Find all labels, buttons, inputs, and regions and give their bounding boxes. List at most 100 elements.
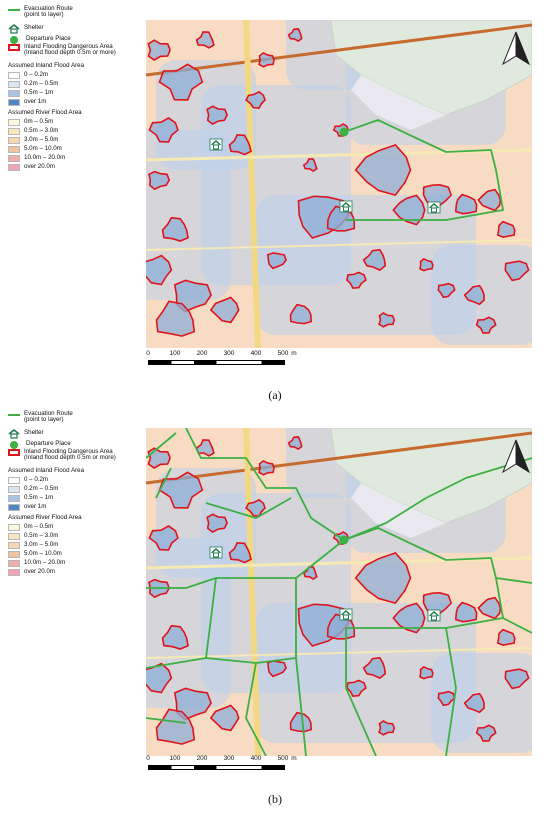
danger-area bbox=[289, 303, 313, 325]
scale-tick-label: 0 bbox=[146, 755, 150, 762]
evacuation-route bbox=[345, 628, 377, 756]
legend-class-label: 5.0m – 10.0m bbox=[24, 145, 62, 153]
scale-tick-label: 400 bbox=[250, 755, 262, 762]
highway bbox=[146, 23, 532, 77]
danger-area bbox=[266, 660, 288, 678]
scale-tick-label: 200 bbox=[196, 755, 208, 762]
legend-class-label: 3.0m – 5.0m bbox=[24, 136, 59, 144]
secondary-road bbox=[146, 239, 532, 251]
danger-area bbox=[155, 708, 196, 745]
scale-unit: m bbox=[291, 755, 297, 762]
legend-class-inland: 0.5m – 1m bbox=[8, 494, 148, 503]
danger-area bbox=[173, 279, 212, 313]
danger-area bbox=[148, 525, 179, 551]
shelter-roof bbox=[211, 547, 221, 554]
evacuation-route bbox=[155, 467, 172, 499]
danger-area bbox=[245, 498, 266, 518]
legend-swatch bbox=[8, 155, 20, 162]
danger-area bbox=[209, 704, 240, 732]
danger-area bbox=[228, 133, 252, 156]
river-flood-title: Assumed River Flood Area bbox=[8, 514, 82, 522]
legend-swatch bbox=[8, 137, 20, 144]
shelter-roof bbox=[341, 609, 351, 616]
danger-area bbox=[289, 711, 313, 733]
map-b bbox=[146, 428, 532, 756]
legend-class-inland: over 1m bbox=[8, 98, 148, 107]
shelter-roof bbox=[429, 202, 439, 209]
shelter-marker bbox=[427, 609, 441, 622]
danger-area bbox=[346, 271, 367, 290]
evacuation-route bbox=[245, 662, 267, 756]
legend-class-label: 0m – 0.5m bbox=[24, 118, 54, 126]
danger-area bbox=[475, 316, 497, 334]
evacuation-route bbox=[445, 627, 457, 756]
legend-swatch bbox=[8, 533, 20, 540]
legend-shelter: Shelter bbox=[8, 22, 148, 35]
danger-area bbox=[287, 28, 303, 43]
route-line-symbol bbox=[8, 414, 20, 416]
legend-class-river: over 20.0m bbox=[8, 163, 148, 172]
map-a bbox=[146, 20, 532, 348]
legend-class-inland: 0.5m – 1m bbox=[8, 89, 148, 98]
legend-class-river: 5.0m – 10.0m bbox=[8, 145, 148, 154]
legend-swatch bbox=[8, 560, 20, 567]
danger-area bbox=[392, 194, 426, 226]
danger-area bbox=[419, 665, 434, 680]
evacuation-route bbox=[343, 527, 504, 629]
legend-class-river: 5.0m – 10.0m bbox=[8, 550, 148, 559]
panel-b: Evacuation Route (point to layer) Shelte… bbox=[0, 405, 550, 815]
legend-swatch bbox=[8, 99, 20, 106]
north-arrow-icon bbox=[501, 439, 531, 474]
evacuation-route bbox=[205, 497, 292, 519]
legend-swatch bbox=[8, 90, 20, 97]
shelter-house bbox=[213, 552, 219, 558]
river-flood-classes: 0m – 0.5m 0.5m – 3.0m 3.0m – 5.0m 5.0m – 10… bbox=[8, 118, 148, 172]
shelter-roof bbox=[341, 201, 351, 208]
legend-swatch bbox=[8, 128, 20, 135]
river-flood-classes: 0m – 0.5m 0.5m – 3.0m 3.0m – 5.0m 5.0m – 10… bbox=[8, 523, 148, 577]
legend-swatch bbox=[8, 81, 20, 88]
scalebar-b bbox=[148, 765, 285, 770]
legend-class-label: over 1m bbox=[24, 503, 47, 511]
map-b-svg bbox=[146, 428, 532, 756]
danger-area bbox=[475, 724, 497, 742]
danger-area bbox=[209, 296, 240, 324]
legend-class-label: 10.0m – 20.0m bbox=[24, 559, 66, 567]
legend-class-label: over 20.0m bbox=[24, 568, 55, 576]
scale-tick-label: 0 bbox=[146, 350, 150, 357]
inland-flood-title: Assumed Inland Flood Area bbox=[8, 467, 85, 475]
legend-class-label: 0.5m – 1m bbox=[24, 89, 54, 97]
danger-area bbox=[497, 628, 516, 647]
shelter-marker bbox=[339, 200, 353, 213]
legend-class-label: 0.5m – 1m bbox=[24, 494, 54, 502]
departure-dot-symbol bbox=[10, 440, 18, 449]
scale-tick-label: 300 bbox=[223, 350, 235, 357]
caption-b: (b) bbox=[268, 792, 282, 806]
danger-area bbox=[302, 566, 318, 580]
departure-point bbox=[339, 127, 349, 137]
legend-swatch bbox=[8, 146, 20, 153]
danger-area bbox=[477, 596, 502, 620]
panel-a: Evacuation Route (point to layer) Shelte… bbox=[0, 0, 550, 405]
shelter-house bbox=[213, 144, 219, 150]
evacuation-route bbox=[343, 119, 504, 221]
legend-departure: Departure Place bbox=[8, 35, 148, 44]
shelter-icon bbox=[8, 428, 20, 439]
shelter-house bbox=[431, 207, 437, 213]
danger-area bbox=[302, 158, 318, 172]
legend-class-label: 3.0m – 5.0m bbox=[24, 541, 59, 549]
legend-class-inland: 0.2m – 0.5m bbox=[8, 485, 148, 494]
legend-swatch bbox=[8, 119, 20, 126]
danger-area bbox=[463, 692, 485, 714]
legend-evacuation-route: Evacuation Route (point to layer) bbox=[8, 5, 148, 22]
danger-area bbox=[266, 252, 288, 270]
legend-swatch bbox=[8, 542, 20, 549]
shelter-marker bbox=[209, 546, 223, 559]
danger-area bbox=[147, 447, 171, 469]
danger-area bbox=[245, 90, 266, 110]
residential-block bbox=[351, 483, 446, 538]
legend-class-label: 5.0m – 10.0m bbox=[24, 550, 62, 558]
departure-dot-symbol bbox=[10, 35, 18, 44]
danger-area bbox=[362, 248, 387, 272]
scale-tick-label: 100 bbox=[169, 755, 181, 762]
